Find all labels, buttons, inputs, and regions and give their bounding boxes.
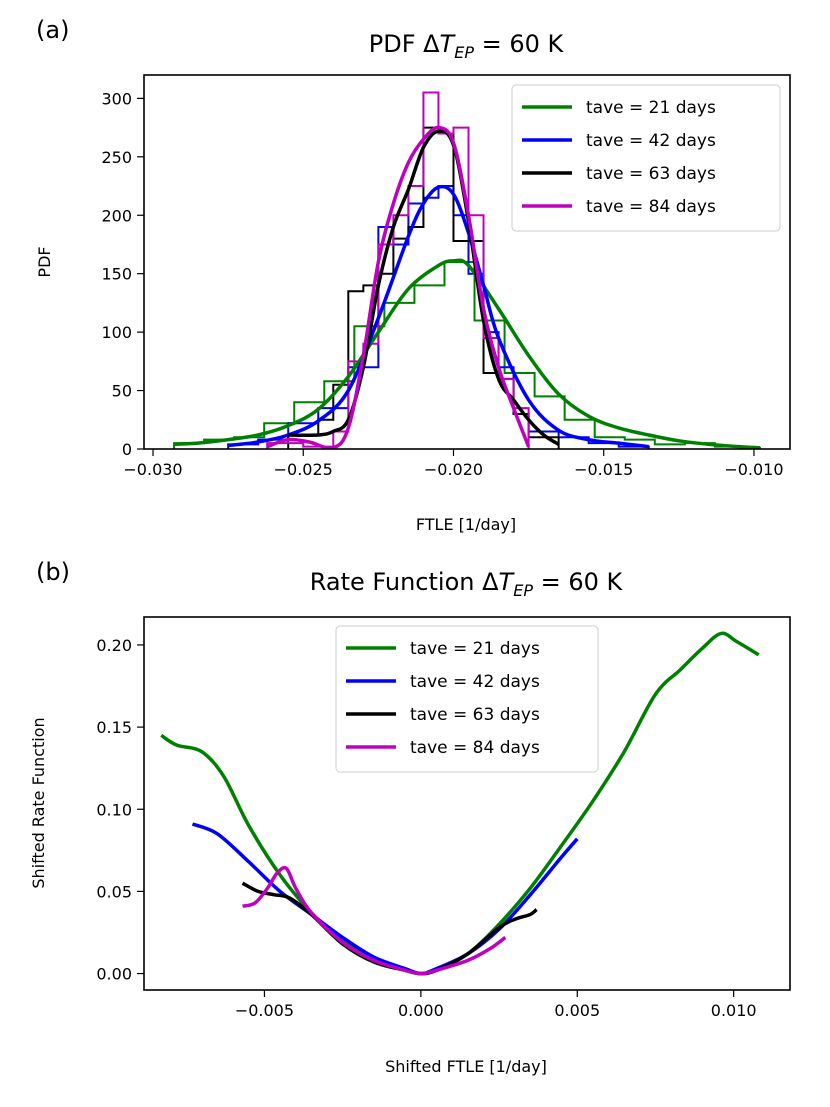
panel-b-title-pre: Rate Function Δ xyxy=(310,568,499,596)
panel-a-ytick: 250 xyxy=(101,148,144,167)
panel-a-title: PDF ΔTEP = 60 K xyxy=(369,30,565,62)
panel-a-xlabel: FTLE [1/day] xyxy=(416,515,516,534)
panel-a-ytick: 150 xyxy=(101,265,144,284)
panel-a-xtick: −0.020 xyxy=(424,449,483,479)
panel-b-xtick: 0.005 xyxy=(554,990,600,1020)
panel-b-plot: −0.005 0.000 0.005 0.010 0.00 0.05 0.10 0.15 0.2… xyxy=(96,616,791,1020)
panel-a-legend-label: tave = 63 days xyxy=(586,164,716,184)
panel-b-ytick: 0.00 xyxy=(96,965,144,984)
panel-a-legend-item: tave = 42 days xyxy=(522,131,716,151)
panel-a-legend-item: tave = 63 days xyxy=(522,164,716,184)
panel-b-ylabel: Shifted Rate Function xyxy=(29,717,48,888)
panel-b-legend-label: tave = 63 days xyxy=(410,705,540,725)
panel-b-legend-item: tave = 21 days xyxy=(346,639,540,659)
panel-a-kde-1 xyxy=(173,258,761,449)
panel-a-kde-4 xyxy=(266,125,531,449)
panel-a-title-var: T xyxy=(440,30,457,58)
panel-b-title-post: = 60 K xyxy=(533,568,624,596)
panel-a-xtick-label: −0.015 xyxy=(574,460,633,479)
panel-b-ytick-label: 0.10 xyxy=(96,800,132,819)
panel-a-ytick: 200 xyxy=(101,206,144,225)
panel-b-axes-frame xyxy=(143,616,791,991)
panel-b-legend-frame xyxy=(335,625,599,773)
panel-a-title-sub: EP xyxy=(454,43,474,62)
panel-b-title-sub: EP xyxy=(513,581,533,600)
panel-b-ytick: 0.20 xyxy=(96,636,144,655)
panel-a-legend-label: tave = 84 days xyxy=(586,197,716,217)
panel-a-ytick: 50 xyxy=(112,382,144,401)
panel-b-xtick-label: 0.010 xyxy=(711,1001,757,1020)
panel-b-legend-item: tave = 84 days xyxy=(346,738,540,758)
panel-b-legend-item: tave = 63 days xyxy=(346,705,540,725)
panel-a-xtick: −0.010 xyxy=(724,449,784,479)
panel-b-line-3 xyxy=(241,881,538,976)
panel-b-ytick-label: 0.15 xyxy=(96,718,132,737)
panel-a-label: (a) xyxy=(36,16,69,44)
panel-b-xlabel: Shifted FTLE [1/day] xyxy=(385,1057,547,1076)
panel-b-xtick-label: 0.000 xyxy=(398,1001,444,1020)
panel-a-plot: −0.030 −0.025 −0.020 −0.015 −0.010 0 50 100 150 2… xyxy=(101,74,791,479)
panel-a-hist-4 xyxy=(266,91,530,449)
panel-a-plot-area xyxy=(173,91,761,449)
panel-a-ytick-label: 50 xyxy=(112,382,132,401)
panel-b-legend-label: tave = 42 days xyxy=(410,672,540,692)
panel-a-title-post: = 60 K xyxy=(474,30,565,58)
panel-b-label: (b) xyxy=(36,558,70,586)
panel-a-ytick: 100 xyxy=(101,323,144,342)
panel-a-xtick-label: −0.010 xyxy=(724,460,783,479)
panel-b-xtick-label: 0.005 xyxy=(554,1001,600,1020)
panel-b-title: Rate Function ΔTEP = 60 K xyxy=(310,568,624,600)
panel-b-ytick-label: 0.05 xyxy=(96,882,132,901)
panel-b-ytick: 0.05 xyxy=(96,882,144,901)
panel-b-ytick-label: 0.00 xyxy=(96,965,132,984)
panel-a-ytick-label: 300 xyxy=(101,89,132,108)
panel-a-xtick-label: −0.030 xyxy=(123,460,182,479)
panel-a-ytick-label: 250 xyxy=(101,148,132,167)
panel-a-ytick: 300 xyxy=(101,89,144,108)
panel-a-hist-1 xyxy=(173,261,761,449)
panel-a-ytick-label: 0 xyxy=(122,440,132,459)
panel-b-ytick: 0.10 xyxy=(96,800,144,819)
panel-a-legend-label: tave = 21 days xyxy=(586,98,716,118)
panel-a-ytick-label: 100 xyxy=(101,323,132,342)
panel-a-ytick-label: 150 xyxy=(101,265,132,284)
panel-b-xtick: 0.000 xyxy=(398,990,444,1020)
panel-b-xtick: −0.005 xyxy=(235,990,294,1020)
panel-a-kde-2 xyxy=(227,184,649,449)
panel-a-ylabel: PDF xyxy=(35,246,54,277)
panel-b-xtick: 0.010 xyxy=(711,990,757,1020)
panel-b-legend-label: tave = 21 days xyxy=(410,639,540,659)
panel-a-legend-label: tave = 42 days xyxy=(586,131,716,151)
panel-b-ytick-label: 0.20 xyxy=(96,636,132,655)
panel-a-xtick: −0.030 xyxy=(123,449,183,479)
panel-a-legend-frame xyxy=(511,84,781,232)
panel-b-line-4 xyxy=(242,865,507,976)
panel-b-xtick-label: −0.005 xyxy=(235,1001,294,1020)
panel-a-xtick-label: −0.025 xyxy=(274,460,333,479)
panel-b-ytick: 0.15 xyxy=(96,718,144,737)
panel-a-legend-item: tave = 21 days xyxy=(522,98,716,118)
panel-a-title-pre: PDF Δ xyxy=(369,30,440,58)
panel-b-plot-area xyxy=(160,631,760,976)
panel-a-ytick-label: 200 xyxy=(101,206,132,225)
panel-a-xtick: −0.025 xyxy=(274,449,333,479)
panel-b-legend-item: tave = 42 days xyxy=(346,672,540,692)
panel-b-legend-label: tave = 84 days xyxy=(410,738,540,758)
panel-a-ytick: 0 xyxy=(122,440,144,459)
panel-a-axes-frame xyxy=(143,74,791,450)
panel-a-xtick: −0.015 xyxy=(574,449,633,479)
panel-a-kde-3 xyxy=(288,129,560,446)
panel-a-xtick-label: −0.020 xyxy=(424,460,483,479)
panel-a-legend-item: tave = 84 days xyxy=(522,197,716,217)
panel-b-title-var: T xyxy=(499,568,516,596)
